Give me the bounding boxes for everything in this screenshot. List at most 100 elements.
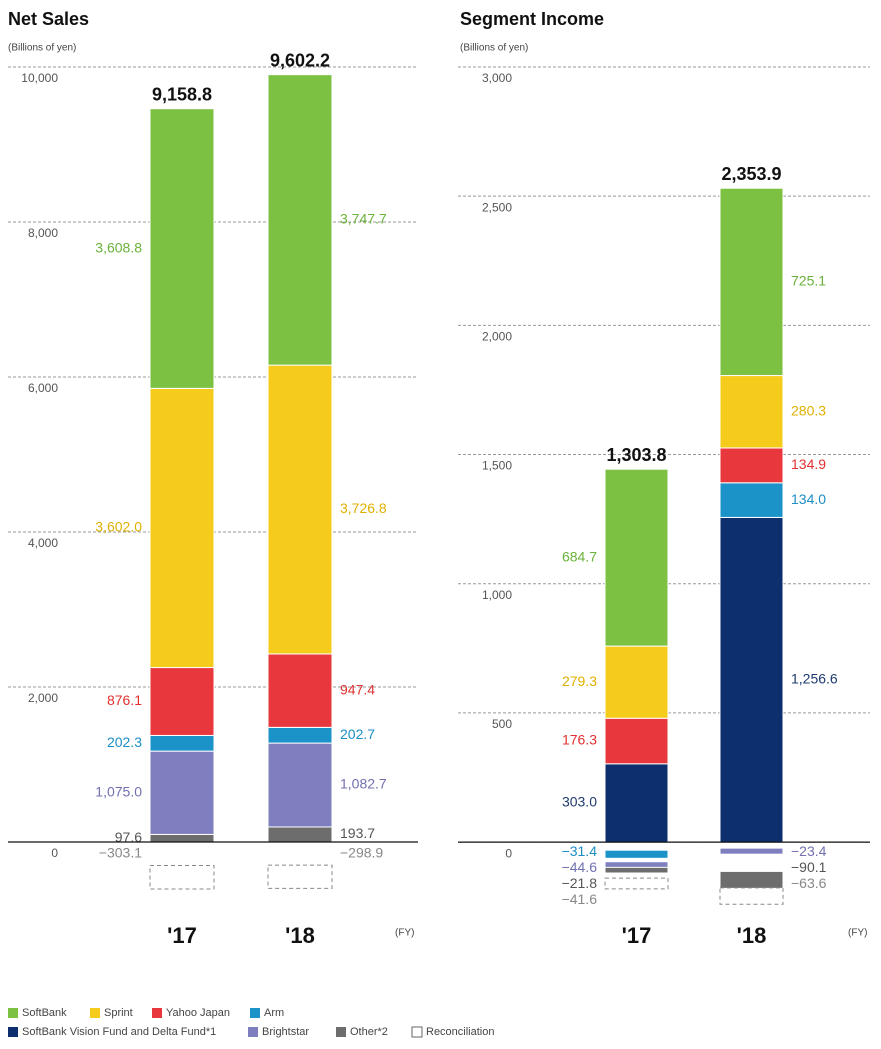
bar-segment [719, 447, 784, 484]
bar-segment [719, 887, 784, 905]
bar-segment [604, 468, 669, 647]
bar-segment [604, 866, 669, 874]
bar-segment [267, 742, 333, 828]
bar-segment [604, 849, 669, 859]
bar-segment [149, 108, 215, 389]
x-tick-label: '18 [285, 923, 315, 948]
bar-segment [267, 864, 333, 889]
legend-label: Other*2 [350, 1026, 388, 1038]
bar-segment [149, 667, 215, 736]
bar-segment [149, 750, 215, 835]
data-label: −23.4 [791, 843, 827, 859]
bar-segment [719, 482, 784, 518]
bar-segment [719, 187, 784, 377]
x-unit: (FY) [848, 928, 867, 939]
bar-segment [149, 387, 215, 669]
total-label: 9,158.8 [152, 84, 212, 104]
x-tick-label: '18 [737, 923, 767, 948]
y-tick-label: 1,000 [482, 588, 512, 602]
bar-segment [267, 726, 333, 744]
bar-segment [149, 864, 215, 890]
legend-swatch [8, 1027, 18, 1037]
data-label: 3,726.8 [340, 500, 387, 516]
data-label: −303.1 [99, 844, 142, 860]
data-label: 3,602.0 [95, 519, 142, 535]
data-label: 193.7 [340, 825, 375, 841]
data-label: 176.3 [562, 732, 597, 748]
legend-label: SoftBank Vision Fund and Delta Fund*1 [22, 1026, 216, 1038]
data-label: 876.1 [107, 692, 142, 708]
legend-swatch [336, 1027, 346, 1037]
y-tick-label: 8,000 [28, 226, 58, 240]
bar-segment [604, 877, 669, 890]
legend-swatch [152, 1008, 162, 1018]
data-label: −298.9 [340, 844, 383, 860]
data-label: 725.1 [791, 273, 826, 289]
legend-swatch [250, 1008, 260, 1018]
data-label: 202.7 [340, 726, 375, 742]
data-label: 280.3 [791, 402, 826, 418]
y-tick-label: 3,000 [482, 71, 512, 85]
y-tick-label: 0 [51, 846, 58, 860]
bar-segment [719, 375, 784, 449]
data-label: 684.7 [562, 548, 597, 564]
bar-segment [267, 653, 333, 728]
data-label: 97.6 [115, 829, 142, 845]
data-label: 134.0 [791, 491, 826, 507]
data-label: 1,082.7 [340, 776, 387, 792]
y-tick-label: 500 [492, 717, 512, 731]
data-label: 1,075.0 [95, 783, 142, 799]
data-label: −41.6 [562, 891, 598, 907]
legend-label: SoftBank [22, 1007, 67, 1019]
data-label: 1,256.6 [791, 670, 838, 686]
data-label: −31.4 [562, 843, 598, 859]
legend-swatch [411, 1026, 423, 1038]
total-label: 2,353.9 [721, 164, 781, 184]
legend-swatch [90, 1008, 100, 1018]
y-tick-label: 0 [505, 846, 512, 860]
y-tick-label: 2,500 [482, 200, 512, 214]
legend-swatch [248, 1027, 258, 1037]
y-tick-label: 1,500 [482, 459, 512, 473]
y-tick-label: 10,000 [21, 71, 58, 85]
data-label: 3,608.8 [95, 239, 142, 255]
bar-segment [149, 734, 215, 752]
bar-segment [604, 717, 669, 765]
legend-label: Yahoo Japan [166, 1007, 230, 1019]
bar-segment [267, 826, 333, 843]
bar-segment [267, 364, 333, 655]
chart-title: Net Sales [8, 9, 89, 29]
total-label: 9,602.2 [270, 50, 330, 70]
x-tick-label: '17 [622, 923, 652, 948]
total-label: 1,303.8 [606, 445, 666, 465]
bar-segment [719, 847, 784, 855]
legend-label: Arm [264, 1007, 284, 1019]
data-label: −21.8 [562, 875, 598, 891]
x-tick-label: '17 [167, 923, 197, 948]
data-label: 279.3 [562, 673, 597, 689]
legend-label: Brightstar [262, 1026, 309, 1038]
bar-segment [267, 74, 333, 366]
y-tick-label: 6,000 [28, 381, 58, 395]
x-unit: (FY) [395, 928, 414, 939]
legend-label: Reconciliation [426, 1026, 494, 1038]
data-label: 202.3 [107, 734, 142, 750]
legend-swatch [8, 1008, 18, 1018]
y-tick-label: 2,000 [482, 330, 512, 344]
bar-segment [604, 645, 669, 719]
data-label: 947.4 [340, 681, 375, 697]
data-label: 3,747.7 [340, 211, 387, 227]
chart-title: Segment Income [460, 9, 604, 29]
bar-segment [604, 763, 669, 843]
axis-label: (Billions of yen) [460, 43, 528, 54]
y-tick-label: 2,000 [28, 691, 58, 705]
y-tick-label: 4,000 [28, 536, 58, 550]
data-label: −90.1 [791, 859, 827, 875]
data-label: 134.9 [791, 456, 826, 472]
data-label: −63.6 [791, 875, 827, 891]
axis-label: (Billions of yen) [8, 43, 76, 54]
legend-label: Sprint [104, 1007, 133, 1019]
bar-segment [149, 833, 215, 843]
